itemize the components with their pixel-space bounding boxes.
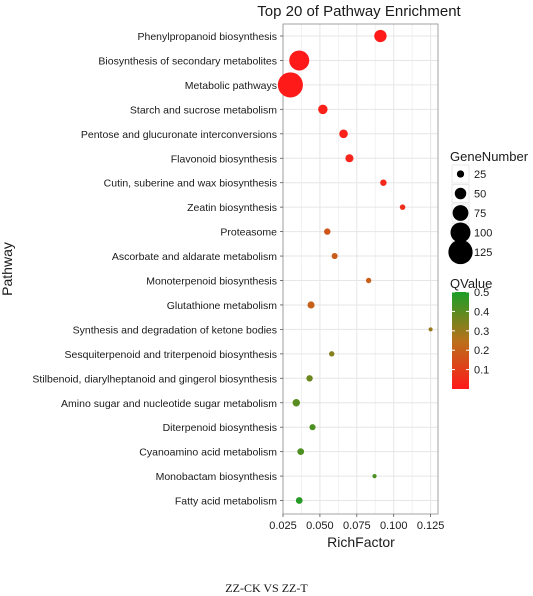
x-axis-title: RichFactor bbox=[327, 534, 395, 550]
color-legend-label: 0.4 bbox=[474, 306, 489, 318]
color-legend-label: 0.2 bbox=[474, 345, 489, 357]
pathway-label: Cyanoamino acid metabolism bbox=[139, 447, 277, 459]
enrichment-point bbox=[380, 179, 387, 186]
pathway-label: Glutathione metabolism bbox=[167, 300, 278, 312]
size-legend-dot bbox=[452, 205, 469, 221]
plot-panel bbox=[283, 24, 438, 514]
size-legend: GeneNumber 25 50 75 100 125 bbox=[448, 149, 529, 265]
pathway-label: Stilbenoid, diarylheptanoid and gingerol… bbox=[32, 373, 277, 385]
size-legend-title: GeneNumber bbox=[450, 149, 529, 164]
x-tick-label: 0.050 bbox=[306, 520, 334, 532]
chart-title: Top 20 of Pathway Enrichment bbox=[257, 3, 461, 20]
enrichment-point bbox=[399, 204, 406, 210]
enrichment-point bbox=[428, 327, 433, 332]
pathway-label: Biosynthesis of secondary metabolites bbox=[98, 55, 277, 67]
size-legend-dot bbox=[456, 170, 465, 178]
color-legend-title: QValue bbox=[450, 276, 492, 291]
size-legend-label: 75 bbox=[474, 208, 486, 220]
enrichment-point bbox=[339, 129, 348, 139]
enrichment-point bbox=[365, 277, 372, 284]
enrichment-point bbox=[307, 301, 315, 309]
x-tick-label: 0.100 bbox=[380, 520, 408, 532]
pathway-label: Fatty acid metabolism bbox=[175, 496, 277, 508]
size-legend-label: 50 bbox=[474, 189, 486, 201]
pathway-label: Synthesis and degradation of ketone bodi… bbox=[73, 324, 277, 336]
size-legend-dot bbox=[454, 187, 467, 200]
color-legend-label: 0.3 bbox=[474, 326, 489, 338]
color-legend-gradient-bar bbox=[452, 292, 469, 389]
color-legend-label: 0.1 bbox=[474, 365, 489, 377]
x-axis-ticks: 0.025 0.050 0.075 0.100 0.125 bbox=[269, 514, 444, 532]
pathway-label: Zeatin biosynthesis bbox=[187, 202, 277, 214]
pathway-label: Monoterpenoid biosynthesis bbox=[146, 276, 277, 288]
x-tick-label: 0.025 bbox=[269, 520, 297, 532]
color-legend-label: 0.5 bbox=[474, 287, 489, 299]
enrichment-point bbox=[306, 375, 313, 382]
pathway-label: Monobactam biosynthesis bbox=[156, 471, 277, 483]
enrichment-point bbox=[289, 50, 310, 71]
size-legend-dot bbox=[448, 239, 473, 265]
pathway-label: Phenylpropanoid biosynthesis bbox=[137, 31, 277, 43]
x-tick-label: 0.125 bbox=[417, 520, 445, 532]
pathway-label: Metabolic pathways bbox=[185, 80, 277, 92]
enrichment-point bbox=[277, 72, 303, 98]
figure-caption: ZZ-CK VS ZZ-T bbox=[225, 581, 308, 595]
pathway-label: Cutin, suberine and wax biosynthesis bbox=[104, 178, 277, 190]
pathway-label: Flavonoid biosynthesis bbox=[171, 153, 277, 165]
pathway-label: Proteasome bbox=[220, 227, 277, 239]
plot-border bbox=[282, 23, 439, 515]
enrichment-point bbox=[297, 448, 305, 456]
size-legend-dot bbox=[450, 222, 471, 243]
enrichment-point bbox=[331, 253, 338, 260]
pathway-label: Starch and sucrose metabolism bbox=[130, 104, 277, 116]
enrichment-point bbox=[309, 424, 316, 431]
color-legend: QValue 0.1 0.2 0.3 0.4 0.5 bbox=[450, 276, 492, 389]
enrichment-point bbox=[295, 497, 303, 504]
pathway-label: Amino sugar and nucleotide sugar metabol… bbox=[61, 398, 277, 410]
enrichment-point bbox=[324, 228, 331, 235]
pathway-label: Ascorbate and aldarate metabolism bbox=[112, 251, 277, 263]
size-legend-label: 25 bbox=[474, 169, 486, 181]
pathway-labels: Phenylpropanoid biosynthesis Biosynthesis… bbox=[32, 31, 283, 508]
size-legend-label: 125 bbox=[474, 247, 492, 259]
enrichment-point bbox=[372, 474, 377, 479]
size-legend-label: 100 bbox=[474, 228, 492, 240]
enrichment-point bbox=[318, 104, 328, 115]
x-tick-label: 0.075 bbox=[343, 520, 371, 532]
enrichment-point bbox=[292, 399, 300, 407]
pathway-label: Sesquiterpenoid and triterpenoid biosynt… bbox=[65, 349, 277, 361]
pathway-label: Diterpenoid biosynthesis bbox=[163, 422, 277, 434]
enrichment-point bbox=[374, 29, 387, 43]
y-axis-title: Pathway bbox=[0, 242, 15, 296]
pathway-label: Pentose and glucuronate interconversions bbox=[81, 129, 277, 141]
enrichment-point bbox=[345, 154, 354, 163]
enrichment-point bbox=[329, 351, 335, 357]
data-points bbox=[277, 29, 433, 504]
